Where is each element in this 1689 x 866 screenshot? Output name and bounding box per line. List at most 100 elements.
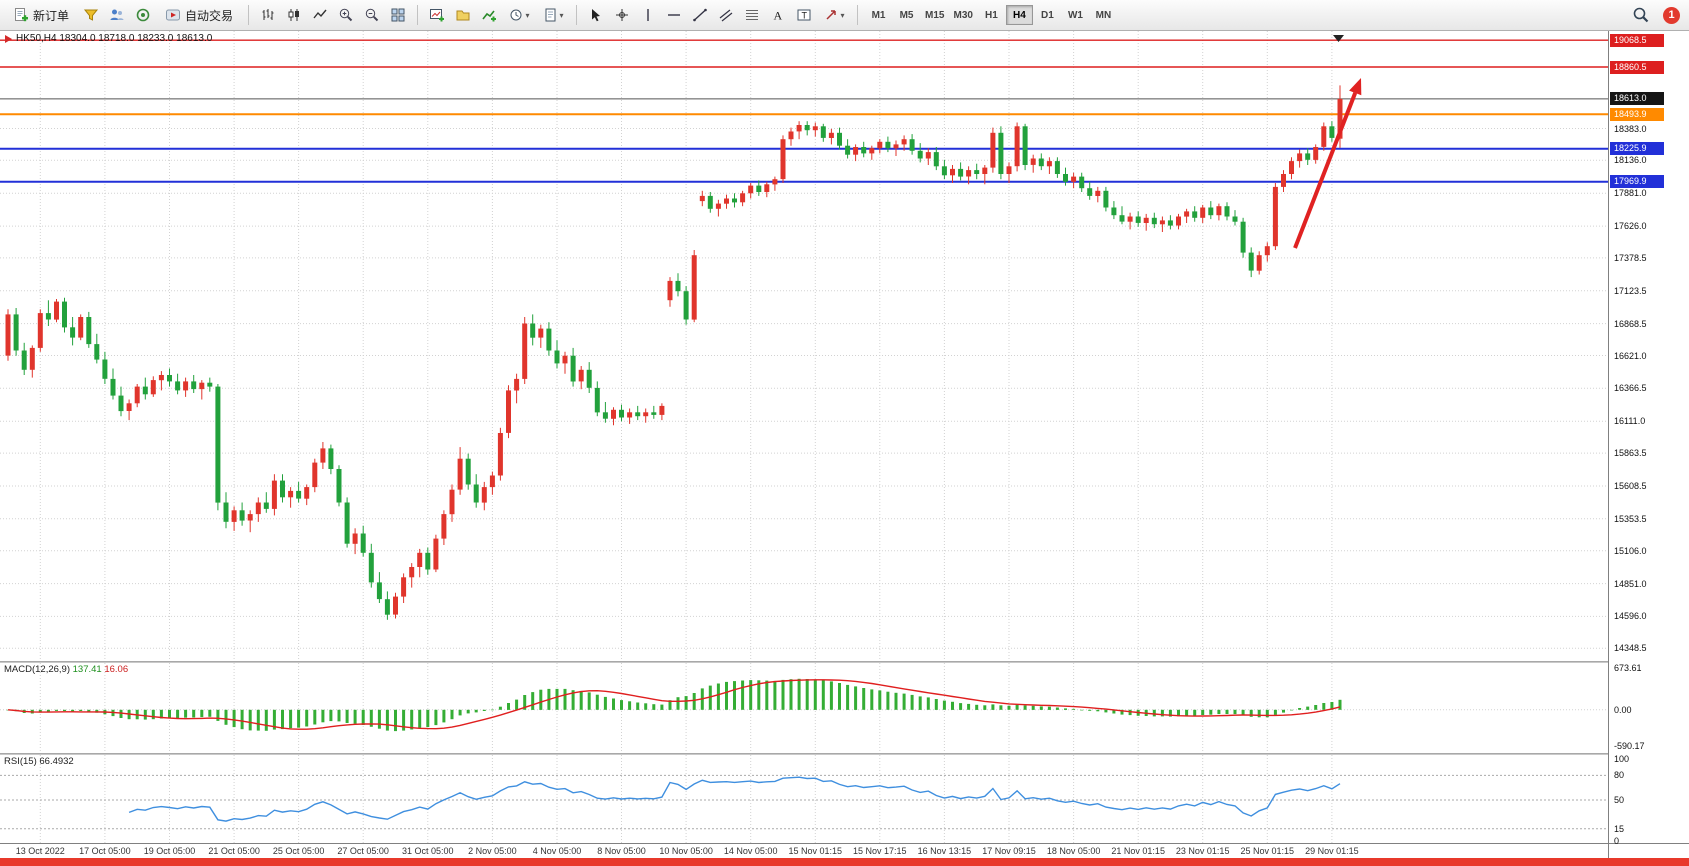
timeframe-button-d1[interactable]: D1 — [1041, 9, 1054, 21]
candlestick-chart-icon — [288, 9, 300, 21]
price-axis[interactable]: 18383.0 18136.0 17881.0 17626.0 17378.5 17123… — [1608, 31, 1689, 858]
periods-button[interactable]: ▾ — [503, 4, 535, 26]
cursor-button[interactable] — [584, 4, 608, 26]
bar-chart-button[interactable] — [256, 4, 280, 26]
panel-separator[interactable] — [0, 661, 1608, 663]
price-tick-label: 15608.5 — [1614, 481, 1647, 491]
zoom-in-button[interactable] — [334, 4, 358, 26]
timeframe-button-mn[interactable]: MN — [1095, 9, 1112, 21]
vertical-line-icon — [647, 9, 649, 21]
rsi-indicator-label: RSI(15) 66.4932 — [4, 756, 74, 767]
new-chart-button[interactable] — [425, 4, 449, 26]
new-order-icon — [15, 8, 28, 22]
chart-profiles-icon — [456, 10, 470, 21]
autotrading-button[interactable]: 自动交易 — [157, 4, 241, 26]
time-axis-label: 16 Nov 13:15 — [917, 846, 972, 856]
vertical-line-button[interactable] — [636, 4, 660, 26]
timeframe-button-h4[interactable]: H4 — [1005, 5, 1033, 25]
macd-value: 137.41 — [72, 664, 102, 675]
timeframe-button-m1[interactable]: M1 — [871, 9, 886, 21]
toolbar: 新订单 自动交易 ▾ ▾ A T ▾ M1 M — [0, 0, 1689, 31]
time-axis-label: 21 Nov 01:15 — [1111, 846, 1165, 856]
time-axis-label: 21 Oct 05:00 — [208, 846, 260, 856]
line-chart-button[interactable] — [308, 4, 332, 26]
indicators-button[interactable] — [477, 4, 501, 26]
search-button[interactable] — [1629, 4, 1653, 26]
timeframe-button-m5[interactable]: M5 — [899, 9, 914, 21]
tile-windows-button[interactable] — [386, 4, 410, 26]
dropdown-caret-icon: ▾ — [559, 10, 564, 20]
templates-button[interactable]: ▾ — [537, 4, 569, 26]
time-axis-label: 23 Nov 01:15 — [1175, 846, 1230, 856]
time-axis-label: 10 Nov 05:00 — [659, 846, 713, 856]
time-axis-label: 31 Oct 05:00 — [402, 846, 454, 856]
price-tick-label: 15106.0 — [1614, 545, 1647, 556]
price-tick-label: 17881.0 — [1614, 188, 1647, 199]
macd-indicator-label: MACD(12,26,9) 137.41 16.06 — [4, 664, 128, 675]
time-axis[interactable]: 13 Oct 2022 17 Oct 05:00 19 Oct 05:00 21 Oc… — [0, 843, 1608, 858]
text-label-icon: T — [797, 9, 811, 21]
dropdown-caret-icon: ▾ — [525, 10, 530, 20]
candlestick-chart-button[interactable] — [282, 4, 306, 26]
rsi-panel[interactable]: RSI(15) 66.4932 — [0, 755, 1608, 843]
timeframe-button-w1[interactable]: W1 — [1067, 9, 1083, 21]
rsi-scale[interactable]: 100 80 50 15 0 — [1609, 754, 1689, 846]
rsi-name: RSI(15) — [4, 756, 37, 767]
price-tick-label: 16111.0 — [1614, 416, 1646, 427]
macd-name: MACD(12,26,9) — [4, 664, 70, 675]
news-icon — [136, 8, 150, 22]
main-chart-panel[interactable]: HK50,H4 18304.0 18718.0 18233.0 18613.0 — [0, 31, 1608, 661]
main-price-scale[interactable]: 18383.0 18136.0 17881.0 17626.0 17378.5 17123… — [1609, 31, 1689, 663]
macd-panel[interactable]: MACD(12,26,9) 137.41 16.06 — [0, 663, 1608, 753]
crosshair-button[interactable] — [610, 4, 634, 26]
indicators-icon — [482, 10, 497, 22]
price-tick-label: 15353.5 — [1614, 513, 1647, 524]
rsi-tick-label: 100 — [1614, 754, 1630, 764]
toolbar-separator — [857, 5, 859, 25]
rsi-tick-label: 0 — [1614, 836, 1620, 846]
community-button[interactable] — [105, 4, 129, 26]
notification-badge[interactable]: 1 — [1663, 6, 1680, 24]
macd-tick-label: -590.17 — [1614, 741, 1645, 752]
zoom-out-button[interactable] — [360, 4, 384, 26]
price-level-badge: 19068.5 — [1610, 33, 1664, 47]
price-tick-label: 15863.5 — [1614, 448, 1647, 459]
price-level-badge: 18613.0 — [1610, 92, 1664, 106]
bar-chart-icon — [262, 9, 274, 20]
macd-tick-label: 0.00 — [1614, 704, 1632, 715]
timeframe-button-h1[interactable]: H1 — [985, 9, 998, 21]
time-axis-label: 19 Oct 05:00 — [143, 846, 196, 856]
arrows-button[interactable]: ▾ — [818, 4, 850, 26]
price-tick-label: 17626.0 — [1614, 221, 1647, 232]
panel-separator[interactable] — [0, 753, 1608, 755]
timeframe-button-m30[interactable]: M30 — [953, 9, 973, 21]
toolbar-separator — [576, 5, 578, 25]
zoom-in-icon — [339, 8, 353, 22]
text-button[interactable]: A — [766, 4, 790, 26]
time-axis-label: 25 Oct 05:00 — [272, 846, 325, 856]
rsi-value: 66.4932 — [39, 756, 74, 767]
metaeditor-button[interactable] — [79, 4, 103, 26]
news-button[interactable] — [131, 4, 155, 26]
taskbar-strip — [0, 858, 1689, 866]
timeframe-button-m15[interactable]: M15 — [925, 9, 945, 21]
channel-button[interactable] — [714, 4, 738, 26]
svg-text:T: T — [802, 11, 808, 21]
macd-scale[interactable]: 673.61 0.00 -590.17 — [1609, 663, 1689, 755]
timeframe-toolbar: M1 M5 M15 M30 H1 H4 D1 W1 MN — [865, 5, 1117, 25]
text-label-button[interactable]: T — [792, 4, 816, 26]
time-axis-label: 8 Nov 05:00 — [597, 846, 646, 856]
search-icon — [1633, 7, 1649, 23]
trendline-button[interactable] — [688, 4, 712, 26]
periods-icon — [510, 9, 522, 21]
time-axis-label: 14 Nov 05:00 — [723, 846, 778, 856]
chart-profiles-button[interactable] — [451, 4, 475, 26]
price-tick-label: 16621.0 — [1614, 350, 1647, 361]
time-axis-label: 4 Nov 05:00 — [532, 846, 582, 856]
time-axis-label: 13 Oct 2022 — [15, 846, 65, 856]
horizontal-line-button[interactable] — [662, 4, 686, 26]
fibonacci-button[interactable] — [740, 4, 764, 26]
tile-windows-icon — [391, 8, 405, 22]
new-order-button[interactable]: 新订单 — [5, 4, 77, 26]
autotrading-icon — [166, 9, 181, 21]
